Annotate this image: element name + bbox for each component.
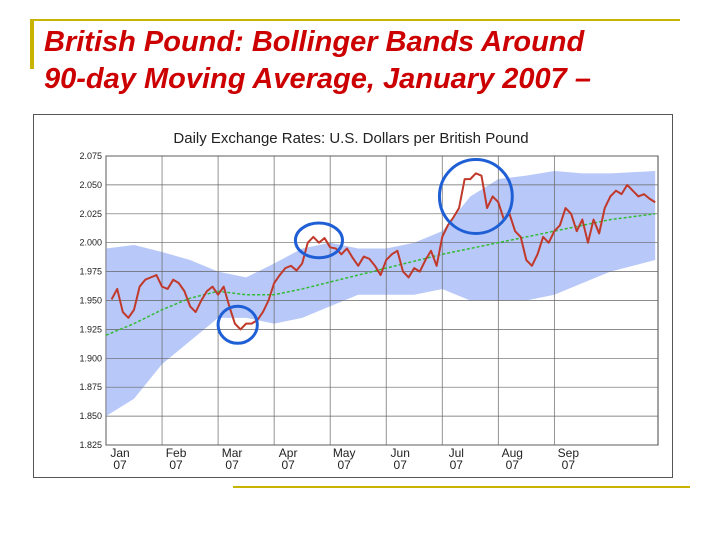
x-tick-label-year: 07	[450, 458, 464, 472]
x-tick-label-year: 07	[225, 458, 239, 472]
y-tick-label: 1.950	[79, 296, 102, 306]
y-tick-label: 1.850	[79, 411, 102, 421]
moving-average-line	[105, 213, 656, 336]
x-tick-label-year: 07	[394, 458, 408, 472]
y-tick-label: 1.925	[79, 324, 102, 334]
slide-title-line-2: 90-day Moving Average, January 2007 –	[44, 63, 591, 95]
y-tick-label: 2.025	[79, 209, 102, 219]
x-tick-label-year: 07	[562, 458, 576, 472]
highlight-circle	[216, 304, 259, 345]
highlight-circle	[293, 221, 344, 260]
y-tick-label: 1.900	[79, 353, 102, 363]
x-tick-label-month: Jul	[449, 446, 464, 460]
bollinger-band	[106, 171, 656, 417]
x-tick-label-year: 07	[337, 458, 351, 472]
x-tick-label-month: May	[333, 446, 356, 460]
accent-bar-vertical	[30, 19, 34, 69]
y-tick-label: 2.075	[79, 151, 102, 161]
highlight-circle	[437, 157, 514, 235]
y-tick-label: 1.875	[79, 382, 102, 392]
x-tick-label-month: Jan	[110, 446, 129, 460]
x-tick-label-month: Mar	[222, 446, 243, 460]
x-tick-label-month: Sep	[558, 446, 580, 460]
x-tick-label-year: 07	[169, 458, 183, 472]
accent-bar-bottom	[233, 486, 690, 488]
exchange-rate-chart: Daily Exchange Rates: U.S. Dollars per B…	[33, 114, 673, 478]
x-tick-label-year: 07	[281, 458, 295, 472]
x-tick-label-year: 07	[113, 458, 127, 472]
plot-area: 2.075 2.050 2.025 2.000 1.975 1.950 1.925 1.900…	[79, 151, 659, 472]
chart-title: Daily Exchange Rates: U.S. Dollars per B…	[173, 130, 528, 147]
exchange-rate-line	[110, 172, 656, 331]
x-tick-label-month: Jun	[391, 446, 410, 460]
x-tick-label-month: Feb	[166, 446, 187, 460]
x-tick-label-month: Aug	[502, 446, 523, 460]
y-tick-label: 1.975	[79, 267, 102, 277]
x-tick-label-month: Apr	[279, 446, 298, 460]
slide-title: British Pound: Bollinger Bands Around 90…	[44, 24, 704, 98]
y-tick-label: 1.825	[79, 440, 102, 450]
slide-title-line-1: British Pound: Bollinger Bands Around	[44, 26, 585, 58]
y-tick-label: 2.050	[79, 180, 102, 190]
x-tick-label-year: 07	[506, 458, 520, 472]
accent-bar-top	[30, 19, 680, 21]
y-tick-label: 2.000	[79, 238, 102, 248]
